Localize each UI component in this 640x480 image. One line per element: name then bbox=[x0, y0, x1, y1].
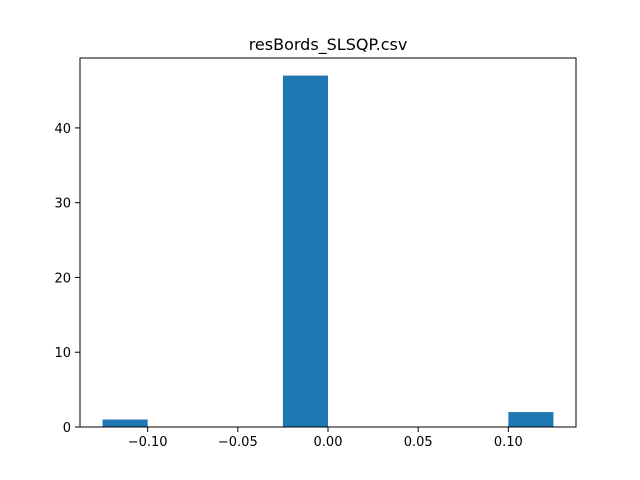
x-tick-label: 0.10 bbox=[494, 435, 523, 450]
y-tick-label: 30 bbox=[54, 197, 71, 212]
histogram-bar bbox=[282, 75, 328, 427]
x-tick-label: −0.05 bbox=[218, 435, 258, 450]
bars-layer bbox=[102, 75, 554, 427]
x-tick-label: 0.00 bbox=[314, 435, 343, 450]
y-tick-label: 40 bbox=[54, 122, 71, 137]
x-tick-label: 0.05 bbox=[404, 435, 433, 450]
histogram-bar bbox=[508, 412, 554, 427]
x-axis: −0.10 −0.05 0.00 0.05 0.10 bbox=[128, 427, 523, 450]
y-axis: 0 10 20 30 40 bbox=[54, 122, 80, 436]
chart-title: resBords_SLSQP.csv bbox=[249, 35, 408, 55]
y-tick-label: 20 bbox=[54, 271, 71, 286]
y-tick-label: 10 bbox=[54, 346, 71, 361]
x-tick-label: −0.10 bbox=[128, 435, 168, 450]
y-tick-label: 0 bbox=[63, 421, 71, 436]
histogram-bar bbox=[102, 419, 148, 427]
